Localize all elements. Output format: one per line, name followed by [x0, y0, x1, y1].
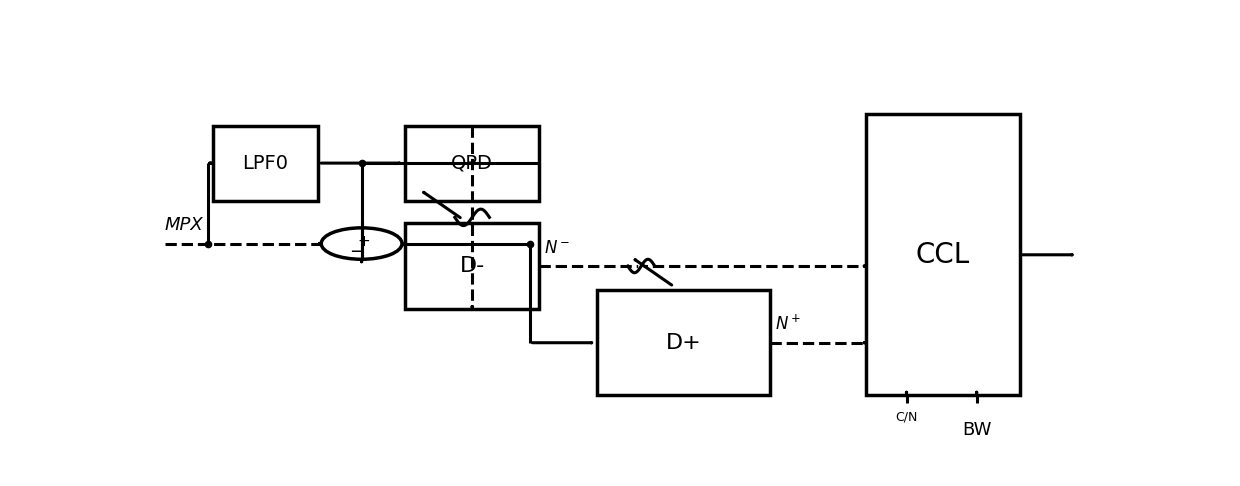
Text: C/N: C/N: [895, 410, 918, 423]
Bar: [404, 126, 539, 201]
Bar: [866, 114, 1019, 395]
Bar: [404, 223, 539, 309]
Text: MPX: MPX: [165, 216, 203, 234]
Text: +: +: [357, 234, 370, 249]
Bar: [596, 290, 770, 395]
Text: $N^-$: $N^-$: [544, 239, 570, 257]
Text: QPD: QPD: [451, 154, 494, 173]
Text: D+: D+: [666, 333, 702, 353]
Text: LPF0: LPF0: [243, 154, 289, 173]
Text: −: −: [350, 243, 365, 261]
Text: D-: D-: [460, 256, 485, 276]
Text: CCL: CCL: [916, 241, 970, 269]
Bar: [213, 126, 319, 201]
Text: $N^+$: $N^+$: [775, 314, 801, 333]
Text: BW: BW: [962, 421, 991, 439]
